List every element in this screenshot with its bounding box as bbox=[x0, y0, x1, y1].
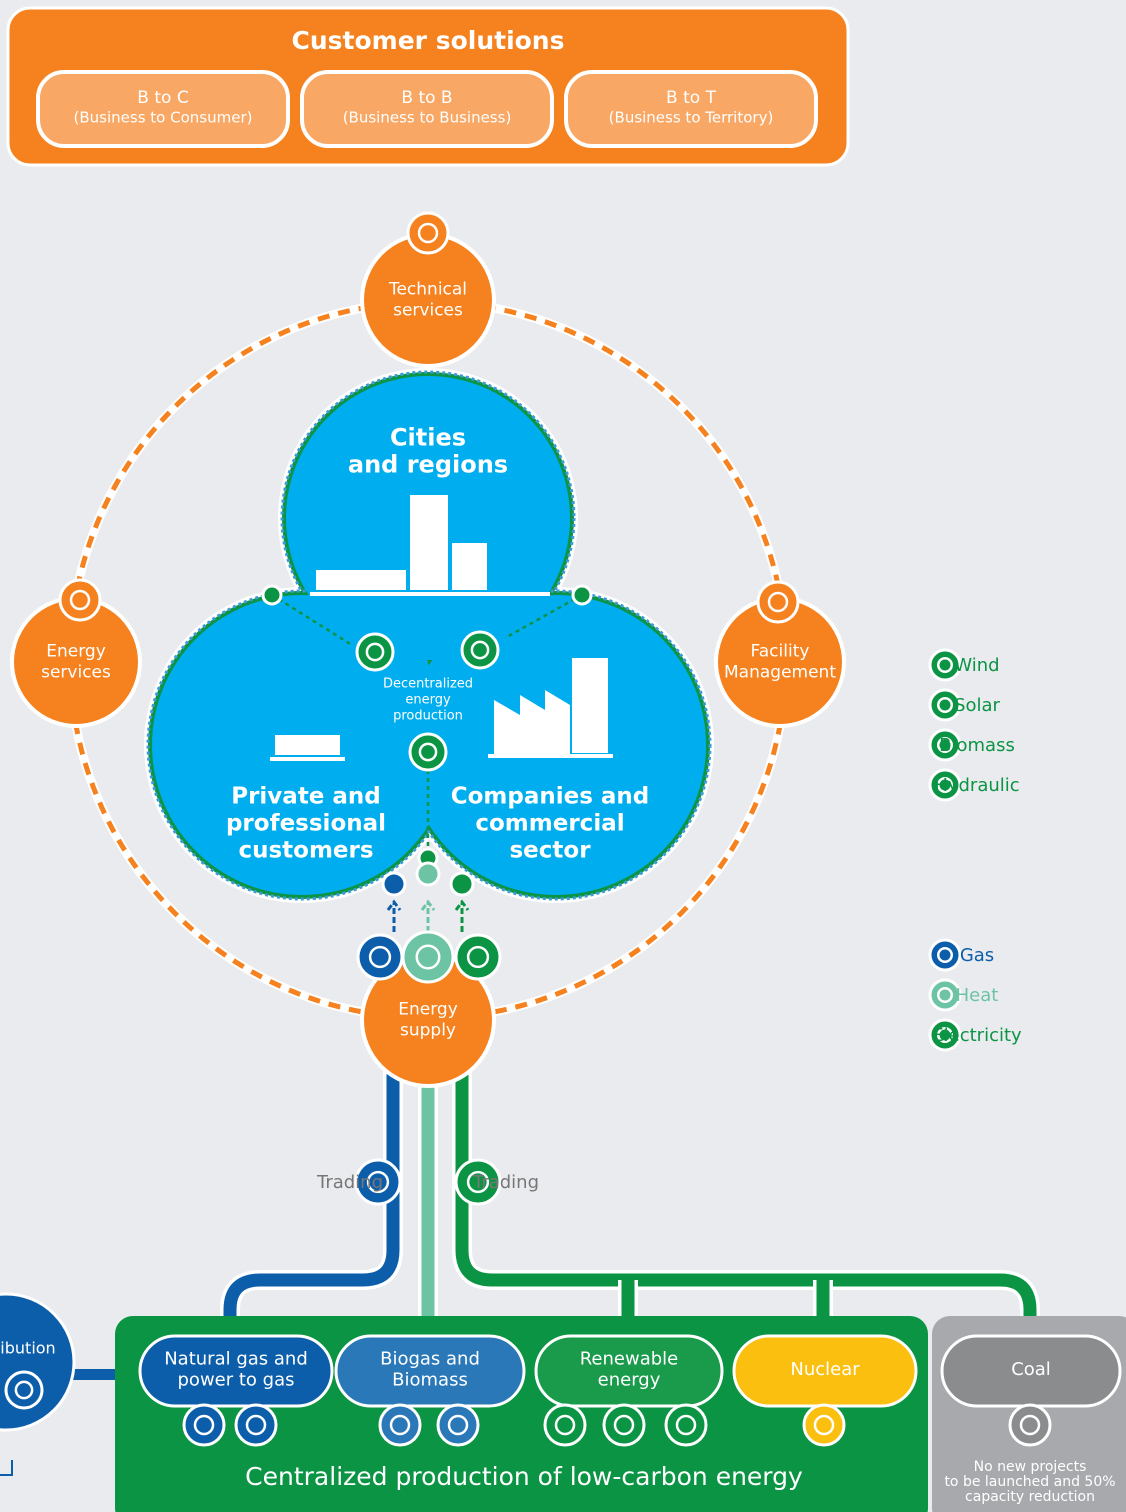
label: Electricity bbox=[932, 1025, 1022, 1046]
label: Management bbox=[724, 663, 836, 683]
label: Nuclear bbox=[790, 1359, 860, 1380]
label: Trading bbox=[472, 1172, 539, 1193]
icon bbox=[462, 632, 498, 668]
service-icon bbox=[408, 213, 448, 253]
ground bbox=[270, 757, 345, 761]
icon bbox=[666, 1405, 706, 1445]
building bbox=[275, 735, 340, 755]
building bbox=[475, 553, 487, 590]
ground bbox=[310, 592, 550, 596]
label: Energy bbox=[46, 642, 106, 662]
label: (Business to Consumer) bbox=[74, 109, 253, 127]
bracket bbox=[0, 1460, 12, 1475]
label: Centralized production of low-carbon ene… bbox=[245, 1462, 803, 1491]
pipe bbox=[230, 1060, 393, 1350]
label: Customer solutions bbox=[292, 26, 565, 55]
label: B to C bbox=[137, 88, 188, 108]
joint bbox=[263, 586, 281, 604]
label: Decentralized bbox=[383, 677, 473, 692]
service-icon bbox=[60, 580, 100, 620]
building bbox=[316, 570, 406, 590]
building bbox=[410, 495, 448, 590]
icon bbox=[6, 1372, 42, 1408]
label: Facility bbox=[751, 642, 810, 662]
label: Solar bbox=[954, 695, 1000, 716]
joint bbox=[417, 863, 439, 885]
label: Private and bbox=[231, 784, 381, 810]
label: Companies and bbox=[451, 784, 650, 810]
label: services bbox=[393, 301, 463, 321]
label: supply bbox=[400, 1021, 456, 1041]
label: to be launched and 50% bbox=[944, 1474, 1115, 1490]
distribution bbox=[0, 1294, 74, 1430]
joint bbox=[451, 873, 473, 895]
service-icon bbox=[758, 582, 798, 622]
label: customers bbox=[238, 838, 373, 864]
label: Wind bbox=[954, 655, 999, 676]
label: B to T bbox=[666, 88, 717, 108]
label: sector bbox=[509, 838, 591, 864]
label: and regions bbox=[348, 451, 508, 479]
icon bbox=[184, 1405, 224, 1445]
label: Trading bbox=[316, 1172, 383, 1193]
icon bbox=[604, 1405, 644, 1445]
icon bbox=[410, 734, 446, 770]
label: Cities bbox=[390, 424, 466, 452]
supply-arrow bbox=[456, 902, 468, 932]
pipe-outline bbox=[462, 1060, 1030, 1350]
label: Natural gas and bbox=[164, 1349, 308, 1370]
label: ibution bbox=[0, 1339, 55, 1358]
label: Hydraulic bbox=[934, 775, 1019, 796]
label: production bbox=[393, 709, 463, 724]
label: Biogas and bbox=[380, 1349, 480, 1370]
supply-arrow bbox=[422, 902, 434, 932]
pipe-outline bbox=[230, 1060, 393, 1350]
label: B to B bbox=[401, 88, 452, 108]
icon bbox=[804, 1405, 844, 1445]
label: Heat bbox=[956, 985, 999, 1006]
ground bbox=[488, 754, 613, 758]
icon bbox=[1010, 1405, 1050, 1445]
label: Energy bbox=[398, 1000, 458, 1020]
label: Biomass bbox=[392, 1370, 468, 1391]
icon bbox=[357, 634, 393, 670]
building bbox=[572, 658, 608, 753]
label: Biomass bbox=[939, 735, 1015, 756]
label: No new projects bbox=[974, 1459, 1087, 1475]
label: services bbox=[41, 663, 111, 683]
supply-arrow bbox=[388, 902, 400, 932]
label: energy bbox=[598, 1370, 661, 1391]
icon bbox=[545, 1405, 585, 1445]
icon bbox=[438, 1405, 478, 1445]
label: power to gas bbox=[178, 1370, 295, 1391]
label: (Business to Business) bbox=[343, 109, 512, 127]
diagram: Customer solutions B to C(Business to Con… bbox=[0, 0, 1126, 1512]
legend-icon bbox=[930, 940, 960, 970]
icon bbox=[380, 1405, 420, 1445]
joint bbox=[573, 586, 591, 604]
joint bbox=[383, 873, 405, 895]
page: Customer solutions B to C(Business to Con… bbox=[0, 0, 1126, 1512]
label: Renewable bbox=[580, 1349, 679, 1370]
icon bbox=[358, 935, 402, 979]
label: capacity reduction bbox=[965, 1489, 1095, 1505]
label: Technical bbox=[388, 280, 467, 300]
icon bbox=[456, 935, 500, 979]
label: Gas bbox=[960, 945, 994, 966]
label: energy bbox=[405, 693, 451, 708]
label: professional bbox=[226, 811, 386, 837]
label: Coal bbox=[1011, 1359, 1051, 1380]
label: commercial bbox=[475, 811, 624, 837]
pipe bbox=[462, 1060, 1030, 1350]
icon bbox=[236, 1405, 276, 1445]
icon bbox=[403, 932, 453, 982]
label: (Business to Territory) bbox=[609, 109, 774, 127]
